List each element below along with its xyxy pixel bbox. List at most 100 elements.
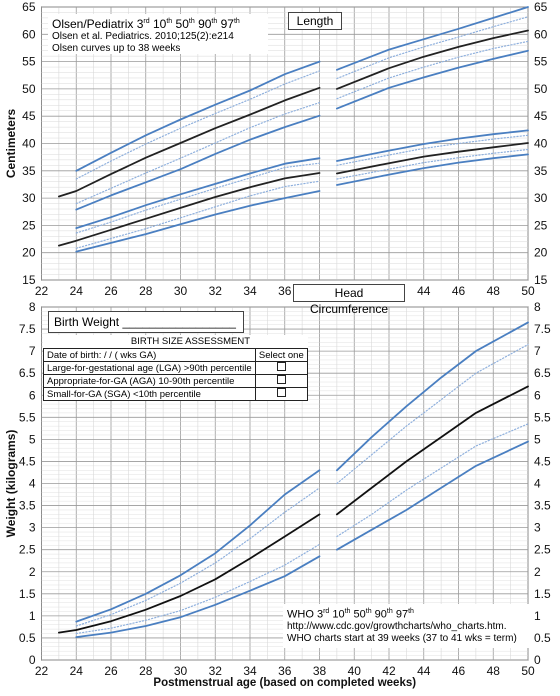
sup-th: th [344,608,351,615]
y-tick-label-right: 65 [534,0,548,14]
sup-th: th [386,608,393,615]
length-label: Length [288,12,342,30]
head-circumference-label: Head Circumference [293,284,405,316]
head-circ-olsen-3rd-line [75,190,321,253]
head-circ-olsen-10th-line [75,180,321,249]
olsen-citation: Olsen et al. Pediatrics. 2010;125(2):e21… [52,31,234,42]
y-tick-label-left: 1 [29,609,36,623]
who-title-10: 10 [332,608,345,621]
y-tick-label-right: 0 [534,653,541,667]
head-circ-who-97th-line [335,129,529,162]
aga-checkbox[interactable] [276,375,286,384]
birth-size-assessment: BIRTH SIZE ASSESSMENT Date of birth: / /… [43,335,309,401]
y-tick-label-right: 4.5 [534,454,551,468]
who-title-97: 97 [395,608,409,621]
who-title-50: 50 [353,608,366,621]
x-tick-label: 34 [243,664,257,678]
y-tick-label-right: 5.5 [534,410,551,424]
y-tick-label-left: 5.5 [19,410,36,424]
y-tick-label-right: 8 [534,300,541,314]
weight-olsen-10th-line [75,543,321,635]
y-tick-label-left: 20 [22,246,36,260]
y-tick-label-left: 4 [29,477,36,491]
y-tick-label-left: 2.5 [19,543,36,557]
table-row: Large-for-gestational age (LGA) >90th pe… [43,361,309,375]
olsen-reference-box: Olsen/Pediatrix 3rd 10th 50th 90th 97th … [48,14,268,54]
y-tick-label-left: 15 [22,273,36,287]
sup-th: th [188,18,195,25]
y-tick-label-left: 6.5 [19,366,36,380]
sup-th: th [233,18,240,25]
y-tick-label-right: 55 [534,55,548,69]
x-tick-label: 46 [452,664,466,678]
weight-who-50th-line [335,385,529,516]
x-tick-label: 22 [35,284,49,298]
y-tick-label-right: 25 [534,218,548,232]
x-tick-label: 42 [382,664,396,678]
y-tick-label-right: 3 [534,521,541,535]
sup-rd: rd [143,18,150,25]
y-tick-label-right: 15 [534,273,548,287]
length-who-90th-line [336,16,529,80]
y-tick-label-right: 50 [534,82,548,96]
y-tick-label-left: 2 [29,565,36,579]
x-tick-label: 24 [70,284,84,298]
weight-who-90th-line [336,343,529,485]
y-tick-label-right: 1 [534,609,541,623]
assessment-title: BIRTH SIZE ASSESSMENT [130,336,251,347]
y-tick-label-right: 5 [534,432,541,446]
olsen-title: Olsen/Pediatrix 3 [52,17,144,31]
y-tick-label-right: 7.5 [534,322,551,336]
lga-select-cell [254,361,309,375]
sga-checkbox[interactable] [276,388,286,397]
length-who-3rd-line [335,49,529,110]
weight-olsen-50th-line [58,513,321,634]
length-who-10th-line [336,40,529,100]
olsen-title-50: 50 [175,17,189,31]
assessment-table: Date of birth: / / ( wks GA) Select one … [43,348,309,401]
y-tick-label-left: 6 [29,388,36,402]
y-tick-label-right: 30 [534,191,548,205]
sup-th: th [408,608,414,615]
y-tick-label-right: 6.5 [534,366,551,380]
x-tick-label: 34 [243,284,257,298]
length-olsen-3rd-line [75,114,321,211]
y-tick-label-left: 4.5 [19,454,36,468]
weight-olsen-3rd-line [75,555,321,638]
head-circ-who-10th-line [336,148,529,180]
weight-who-3rd-line [335,440,529,551]
y-tick-label-left: 40 [22,137,36,151]
select-one-header: Select one [254,348,309,362]
y-tick-label-right: 20 [534,246,548,260]
weight-who-10th-line [336,423,529,538]
y-tick-label-right: 35 [534,164,548,178]
y-tick-label-left: 60 [22,27,36,41]
sup-th: th [365,608,372,615]
length-olsen-97th-line [75,60,321,172]
y-tick-label-left: 3.5 [19,499,36,513]
y-tick-label-right: 0.5 [534,631,551,645]
lga-row-label: Large-for-gestational age (LGA) >90th pe… [43,361,256,375]
y-tick-label-left: 5 [29,432,36,446]
olsen-title-90: 90 [198,17,212,31]
y-tick-label-left: 25 [22,218,36,232]
y-tick-label-left: 55 [22,55,36,69]
head-circ-olsen-97th-line [75,157,321,230]
y-tick-label-left: 35 [22,164,36,178]
birth-weight-label: Birth Weight [54,315,120,329]
y-tick-label-left: 0.5 [19,631,36,645]
who-reference-box: WHO 3rd 10th 50th 90th 97th http://www.c… [283,604,533,648]
aga-select-cell [254,374,309,388]
who-title: WHO 3 [287,608,324,621]
x-tick-label: 48 [487,664,501,678]
y-tick-label-left: 1.5 [19,587,36,601]
x-tick-label: 30 [174,284,188,298]
who-note: WHO charts start at 39 weeks (37 to 41 w… [287,632,517,644]
y-tick-label-left: 7 [29,344,36,358]
lga-checkbox[interactable] [276,362,286,371]
x-tick-label: 32 [209,664,223,678]
y-tick-label-right: 3.5 [534,499,551,513]
weight-olsen-97th-line [75,469,321,623]
weight-olsen-90th-line [75,487,321,627]
